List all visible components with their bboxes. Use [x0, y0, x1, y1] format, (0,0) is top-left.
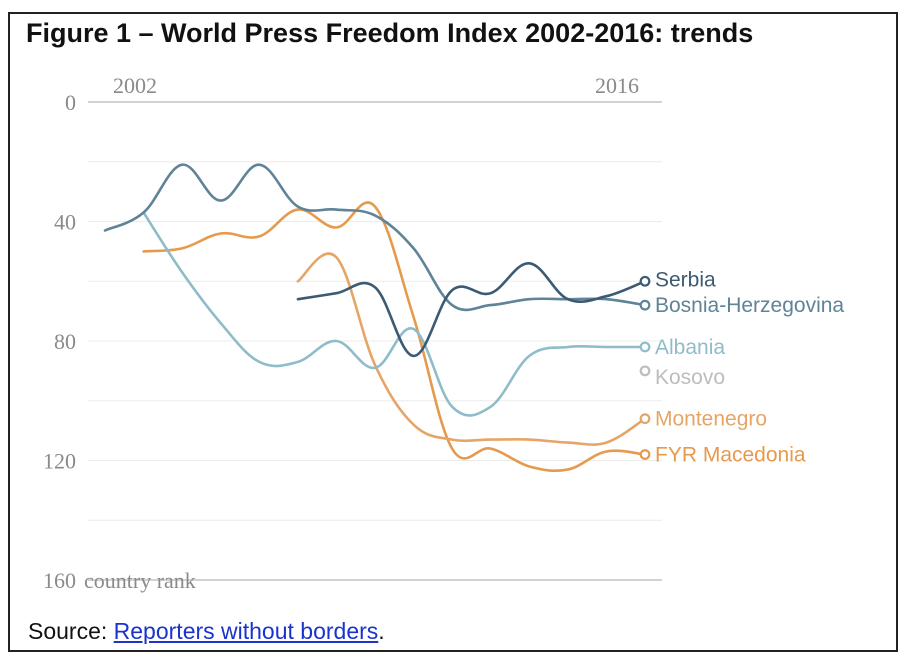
series-label-montenegro: Montenegro: [655, 408, 767, 431]
series-label-serbia: Serbia: [655, 268, 716, 291]
figure-title: Figure 1 – World Press Freedom Index 200…: [26, 18, 754, 48]
series-line-bosnia-herzegovina: [103, 163, 647, 312]
series-end-marker-kosovo: [639, 365, 651, 377]
source-link[interactable]: Reporters without borders: [113, 618, 379, 644]
figure-frame: [8, 12, 898, 652]
y-tick-label: 0: [65, 90, 76, 115]
source-line: Source: Reporters without borders.: [28, 618, 385, 645]
y-tick-label: 160: [43, 568, 76, 593]
source-prefix: Source:: [28, 618, 114, 644]
series-line-serbia: [296, 262, 647, 358]
x-tick-label: 2016: [595, 73, 639, 98]
y-axis-label: country rank: [84, 568, 196, 593]
x-tick-label: 2002: [113, 73, 157, 98]
series-end-marker-montenegro: [639, 413, 651, 425]
y-tick-label: 120: [43, 449, 76, 474]
series-end-marker-bosnia-herzegovina: [639, 299, 651, 311]
series-end-marker-serbia: [639, 275, 651, 287]
series-label-bosnia-herzegovina: Bosnia-Herzegovina: [655, 294, 844, 317]
y-tick-label: 40: [54, 210, 76, 235]
source-suffix: .: [378, 618, 385, 644]
series-line-fyr-macedonia: [142, 201, 647, 473]
series-label-albania: Albania: [655, 336, 725, 359]
series-label-fyr-macedonia: FYR Macedonia: [655, 444, 806, 467]
y-tick-label: 80: [54, 329, 76, 354]
series-end-marker-fyr-macedonia: [639, 449, 651, 460]
series-end-marker-albania: [639, 341, 651, 353]
series-label-kosovo: Kosovo: [655, 366, 725, 389]
series-line-albania: [142, 211, 647, 417]
